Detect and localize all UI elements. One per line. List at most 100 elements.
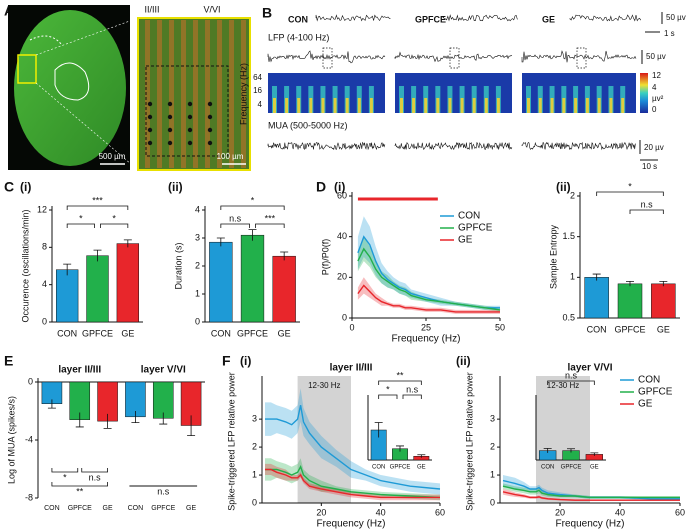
x-tick-label: CON <box>44 505 60 512</box>
electrode <box>187 101 193 107</box>
error-bar <box>47 399 56 409</box>
spectrogram-burst <box>527 98 530 113</box>
y-tick-label: 4 <box>195 204 200 214</box>
x-tick-label: 60 <box>435 507 445 517</box>
zoom-box <box>576 47 587 69</box>
x-tick-label: GPFCE <box>82 328 113 338</box>
y-tick-label: 0 <box>490 497 495 507</box>
error-bar <box>543 447 552 453</box>
significance-label: * <box>386 384 390 394</box>
subpanel-label: (ii) <box>168 180 183 194</box>
legend-label: GE <box>458 235 473 246</box>
spectrogram-burst <box>597 98 601 113</box>
y-tick-label: 0 <box>28 376 33 386</box>
x-tick-label: 25 <box>421 322 431 332</box>
electrode <box>187 114 193 120</box>
trace <box>315 14 391 22</box>
y-axis-label: Spike-triggered LFP relative power <box>464 372 474 510</box>
legend-label: CON <box>638 375 660 386</box>
trace <box>521 50 637 63</box>
band-label: 12-30 Hz <box>308 381 340 390</box>
y-tick-label: 12 <box>37 204 47 214</box>
series-line <box>357 247 501 311</box>
colorbar <box>640 73 648 113</box>
electrode <box>167 101 173 107</box>
chart-title: layer V/VI <box>567 363 612 374</box>
series-line <box>502 491 680 501</box>
significance-bracket <box>378 394 398 399</box>
significance-label: *** <box>265 213 276 223</box>
bar <box>86 255 109 323</box>
y-axis-label: Sample Entropy <box>548 224 558 289</box>
y-axis-label: Duration (s) <box>173 242 183 289</box>
significance-bracket <box>402 394 422 399</box>
x-tick-label: CON <box>372 465 385 471</box>
electrode <box>147 127 153 133</box>
significance-label: n.s <box>641 199 654 209</box>
spectrogram-burst <box>562 98 566 113</box>
significance-bracket <box>51 468 79 473</box>
x-tick-label: GPFCE <box>151 505 175 512</box>
bar <box>617 283 643 319</box>
x-tick-label: CON <box>128 505 144 512</box>
y-tick-label: 0 <box>342 312 347 322</box>
series-line <box>502 485 680 499</box>
error-bar <box>93 249 102 262</box>
cell-stripe <box>193 20 198 168</box>
y-axis-label: Log of MUA (spikes/s) <box>6 396 16 484</box>
electrode <box>167 114 173 120</box>
spectrogram-burst <box>333 98 337 113</box>
electrode <box>167 127 173 133</box>
error-band <box>357 216 500 310</box>
cell-stripe <box>181 20 186 168</box>
y-tick-label: 8 <box>42 242 47 252</box>
zoom-box <box>322 47 333 69</box>
condition-label: GPFCE <box>415 14 446 24</box>
bar <box>240 234 265 323</box>
x-axis-label: Frequency (Hz) <box>317 519 386 529</box>
trace <box>394 141 513 151</box>
x-tick-label: GPFCE <box>561 465 582 471</box>
y-tick-label: 1.5 <box>562 231 575 241</box>
x-tick-label: 40 <box>615 507 625 517</box>
bar <box>209 241 233 323</box>
y-tick-label: 0 <box>195 316 200 326</box>
significance-label: n.s <box>565 370 578 380</box>
x-tick-label: CON <box>211 328 231 338</box>
legend-label: GPFCE <box>458 223 493 234</box>
spectrogram-burst <box>621 98 625 113</box>
spectrogram-burst <box>321 98 325 113</box>
panel-label: E <box>4 353 13 369</box>
probe-box <box>145 65 229 157</box>
significance-bracket <box>629 209 664 214</box>
significance-label: n.s <box>229 213 242 223</box>
significance-label: * <box>628 181 632 191</box>
error-band <box>357 277 500 314</box>
significance-label: n.s <box>89 472 102 482</box>
error-bar <box>248 229 257 241</box>
scale-label: 50 µv <box>646 52 666 61</box>
error-bar <box>280 251 289 261</box>
subpanel-label: (i) <box>20 180 31 194</box>
significance-label: * <box>112 213 116 223</box>
error-bar <box>567 448 575 453</box>
significance-bracket <box>220 205 285 210</box>
electrode <box>147 101 153 107</box>
cell-stripe <box>229 20 234 168</box>
cell-stripe <box>169 20 174 168</box>
subpanel-label: (ii) <box>456 354 471 368</box>
trace <box>521 141 636 151</box>
significance-bracket <box>51 482 108 487</box>
spectrogram-burst <box>273 98 276 113</box>
error-bar <box>131 411 140 423</box>
y-axis-label: Occurence (oscillations/min) <box>20 209 30 322</box>
spectrogram-burst <box>550 98 554 113</box>
subpanel-label: (i) <box>240 354 251 368</box>
cell-stripe <box>205 20 210 168</box>
colorbar-unit: µv² <box>652 94 664 103</box>
y-tick-label: 0 <box>252 497 257 507</box>
significance-bracket <box>255 223 285 228</box>
significance-bracket <box>378 380 422 385</box>
panel-label: B <box>262 5 272 21</box>
